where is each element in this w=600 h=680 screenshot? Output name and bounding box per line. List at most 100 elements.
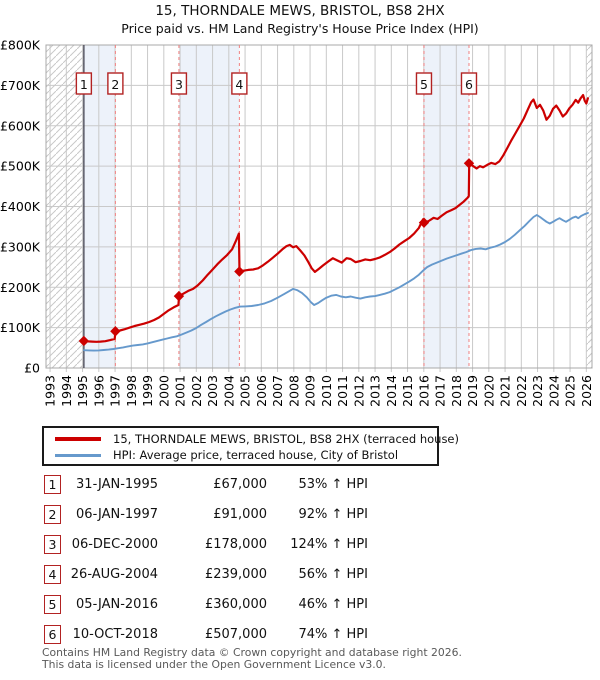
page-subtitle: Price paid vs. HM Land Registry's House …: [121, 21, 479, 36]
chart-legend: 15, THORNDALE MEWS, BRISTOL, BS8 2HX (te…: [42, 426, 459, 466]
page-title: 15, THORNDALE MEWS, BRISTOL, BS8 2HX: [155, 3, 445, 19]
footer-copyright-line: Contains HM Land Registry data © Crown c…: [42, 646, 462, 659]
x-axis-label: 2001: [173, 375, 188, 407]
footer-license: Contains HM Land Registry data © Crown c…: [42, 647, 462, 670]
transaction-price: £67,000: [213, 477, 267, 492]
sale-marker-diamond: [110, 326, 121, 337]
x-axis-label: 2002: [189, 375, 204, 407]
transaction-hpi-delta: 46% ↑ HPI: [298, 597, 368, 612]
transaction-number-badge: 1: [44, 475, 61, 494]
sale-number-box: [107, 72, 124, 95]
x-axis-label: 2003: [205, 375, 220, 407]
transaction-number-badge: 6: [44, 625, 61, 644]
x-axis-label: 1998: [124, 375, 139, 407]
legend-swatch-property-line: [55, 437, 101, 441]
footer-licence-line: This data is licensed under the Open Gov…: [42, 657, 386, 671]
plot-border: [45, 44, 593, 369]
sale-number-label: 1: [80, 77, 88, 92]
sale-number-box: [170, 72, 188, 95]
y-axis-label: £300K: [0, 239, 41, 254]
transaction-date: 26-AUG-2004: [70, 567, 158, 582]
x-axis-label: 1995: [75, 375, 90, 407]
sale-marker-diamond: [78, 335, 90, 347]
x-axis-label: 2020: [481, 375, 496, 407]
sale-number-label: 2: [111, 77, 119, 92]
transaction-row: 4 26-AUG-2004 £239,000 56% ↑ HPI: [42, 564, 372, 594]
transaction-hpi-delta: 53% ↑ HPI: [298, 477, 368, 492]
y-axis-label: £600K: [0, 118, 41, 133]
y-axis-label: £700K: [0, 78, 41, 93]
hpi-line: [82, 212, 589, 352]
x-axis-label: 2008: [286, 375, 301, 407]
transaction-table: 1 31-JAN-1995 £67,000 53% ↑ HPI 2 06-JAN…: [42, 474, 372, 654]
x-axis-label: 2006: [254, 375, 269, 407]
sale-marker-diamond: [234, 266, 245, 277]
transaction-number-badge: 5: [44, 595, 61, 614]
transaction-date: 10-OCT-2018: [72, 627, 158, 642]
x-axis-label: 2026: [579, 375, 594, 407]
transaction-number-badge: 2: [44, 505, 61, 524]
transaction-row: 1 31-JAN-1995 £67,000 53% ↑ HPI: [42, 474, 372, 504]
x-axis-label: 2015: [400, 375, 415, 407]
x-axis-label: 1996: [91, 375, 106, 407]
x-axis-label: 2018: [449, 375, 464, 407]
transaction-hpi-delta: 92% ↑ HPI: [298, 507, 368, 522]
x-axis-label: 2011: [335, 375, 350, 407]
y-axis-label: £200K: [0, 280, 41, 295]
x-axis-label: 2013: [368, 375, 383, 407]
x-axis-label: 2000: [156, 375, 171, 407]
transaction-number-badge: 3: [44, 535, 61, 554]
sale-number-label: 5: [420, 77, 428, 92]
transaction-date: 31-JAN-1995: [76, 477, 158, 492]
transaction-price: £360,000: [204, 597, 267, 612]
price-paid-line: [82, 93, 590, 343]
transaction-row: 6 10-OCT-2018 £507,000 74% ↑ HPI: [42, 624, 372, 654]
x-axis-label: 2016: [416, 375, 431, 407]
sale-number-box: [415, 72, 433, 95]
x-axis-label: 2012: [351, 375, 366, 407]
sale-number-label: 4: [235, 77, 243, 92]
x-axis-label: 2021: [498, 375, 513, 407]
sale-number-label: 6: [465, 77, 473, 92]
x-axis-label: 2019: [465, 375, 480, 407]
transaction-price: £178,000: [204, 537, 267, 552]
legend-swatch-hpi-line: [55, 453, 101, 457]
x-axis-label: 1994: [59, 375, 74, 407]
x-axis-label: 2014: [384, 375, 399, 407]
transaction-date: 06-JAN-1997: [76, 507, 158, 522]
legend-label-property: 15, THORNDALE MEWS, BRISTOL, BS8 2HX (te…: [113, 432, 459, 446]
x-axis-label: 2004: [221, 375, 236, 407]
x-axis-label: 2009: [303, 375, 318, 407]
x-axis-label: 2024: [546, 375, 561, 407]
x-axis-label: 2005: [238, 375, 253, 407]
y-axis-label: £800K: [0, 38, 41, 53]
x-axis-label: 1993: [43, 375, 58, 407]
sale-marker-diamond: [173, 290, 185, 302]
sale-number-label: 3: [175, 77, 183, 92]
sale-number-box: [460, 72, 478, 95]
transaction-row: 3 06-DEC-2000 £178,000 124% ↑ HPI: [42, 534, 372, 564]
x-axis-label: 2025: [563, 375, 578, 407]
transaction-hpi-delta: 56% ↑ HPI: [298, 567, 368, 582]
transaction-price: £91,000: [213, 507, 267, 522]
x-axis-label: 2010: [319, 375, 334, 407]
transaction-hpi-delta: 124% ↑ HPI: [290, 537, 368, 552]
transaction-hpi-delta: 74% ↑ HPI: [298, 627, 368, 642]
transaction-row: 2 06-JAN-1997 £91,000 92% ↑ HPI: [42, 504, 372, 534]
sale-number-box: [231, 72, 248, 95]
sale-number-box: [75, 72, 93, 95]
transaction-price: £507,000: [204, 627, 267, 642]
x-axis-label: 1999: [140, 375, 155, 407]
x-axis-label: 1997: [108, 375, 123, 407]
sale-marker-diamond: [463, 158, 475, 169]
y-axis-label: £500K: [0, 159, 41, 174]
sale-marker-diamond: [418, 217, 430, 228]
legend-item-property: 15, THORNDALE MEWS, BRISTOL, BS8 2HX (te…: [44, 431, 459, 447]
transaction-number-badge: 4: [44, 565, 61, 584]
y-axis-label: £400K: [0, 199, 41, 214]
x-axis-label: 2022: [514, 375, 529, 407]
y-axis-label: £100K: [0, 320, 41, 335]
x-axis-label: 2007: [270, 375, 285, 407]
transaction-price: £239,000: [204, 567, 267, 582]
legend-item-hpi: HPI: Average price, terraced house, City…: [44, 447, 437, 463]
